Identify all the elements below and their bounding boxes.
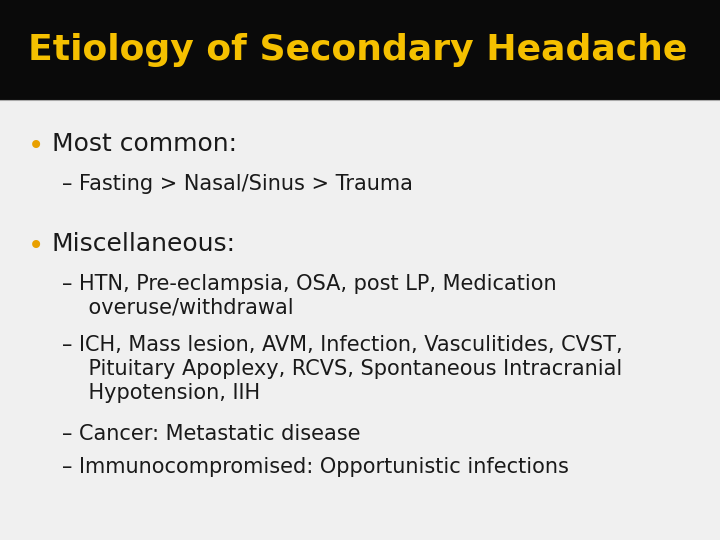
Text: – HTN, Pre-eclampsia, OSA, post LP, Medication
    overuse/withdrawal: – HTN, Pre-eclampsia, OSA, post LP, Medi…: [62, 274, 557, 318]
Text: Etiology of Secondary Headache: Etiology of Secondary Headache: [28, 33, 688, 67]
Text: – Cancer: Metastatic disease: – Cancer: Metastatic disease: [62, 424, 361, 444]
Text: – Fasting > Nasal/Sinus > Trauma: – Fasting > Nasal/Sinus > Trauma: [62, 174, 413, 194]
Text: •: •: [28, 232, 44, 260]
Text: – ICH, Mass lesion, AVM, Infection, Vasculitides, CVST,
    Pituitary Apoplexy, : – ICH, Mass lesion, AVM, Infection, Vasc…: [62, 335, 623, 403]
Text: Most common:: Most common:: [52, 132, 237, 156]
Text: Miscellaneous:: Miscellaneous:: [52, 232, 236, 256]
Text: •: •: [28, 132, 44, 160]
Bar: [0, 0, 720, 100]
Text: – Immunocompromised: Opportunistic infections: – Immunocompromised: Opportunistic infec…: [62, 457, 569, 477]
